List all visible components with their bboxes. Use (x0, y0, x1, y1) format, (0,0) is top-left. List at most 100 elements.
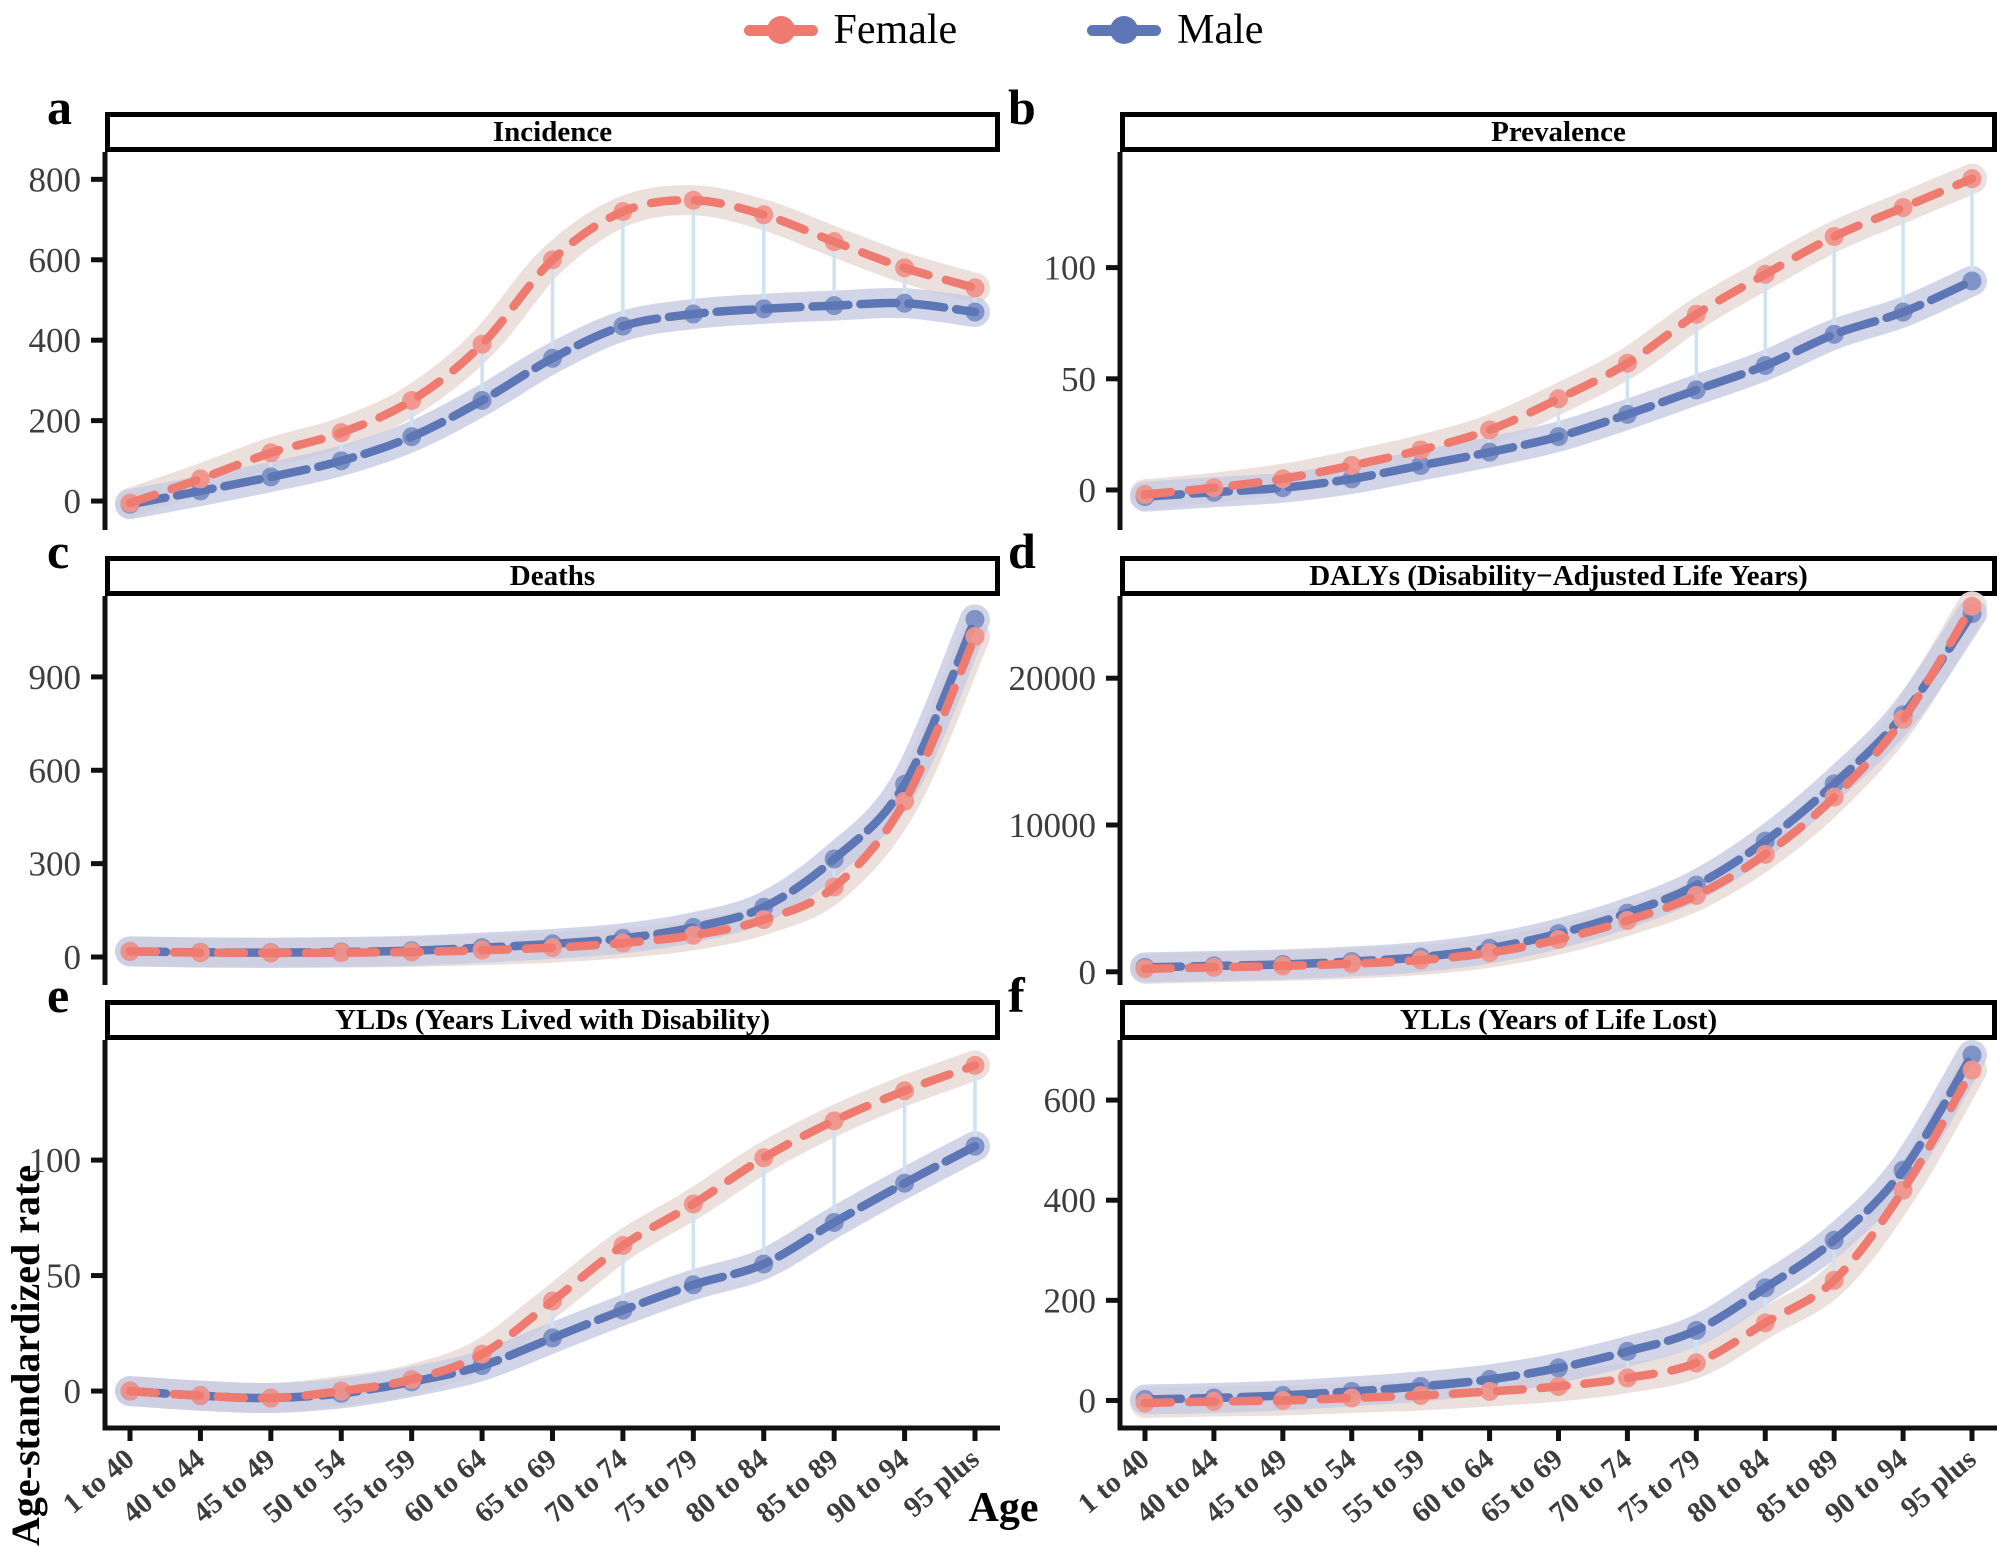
male-line-dot-icon (1087, 16, 1162, 44)
x-tick-mark (550, 1428, 555, 1441)
x-tick-mark (902, 1428, 908, 1441)
female-line-dot-icon (743, 16, 818, 44)
x-tick-mark (1556, 1428, 1561, 1441)
y-tick-label: 20000 (1009, 659, 1097, 698)
y-tick-label: 400 (29, 321, 82, 360)
y-tick-mark (91, 176, 105, 182)
panel-letter-c: c (47, 523, 70, 579)
male-line (125, 615, 980, 957)
x-tick-mark (620, 1428, 626, 1441)
y-axis-line (102, 596, 108, 985)
y-tick-mark (1106, 969, 1120, 975)
x-tick-mark (972, 1428, 978, 1441)
x-tick-mark (409, 1428, 415, 1441)
y-tick-mark (91, 767, 105, 773)
y-tick-label: 0 (64, 1372, 82, 1411)
y-tick-mark (91, 861, 105, 867)
y-tick-mark (91, 1273, 105, 1279)
data-point-female (331, 943, 351, 963)
female-line (125, 632, 980, 958)
panel-title-deaths: Deaths (105, 556, 1000, 596)
y-tick-mark (1106, 265, 1120, 271)
plot-dalys: 0 10000 20000 (1009, 591, 1987, 992)
y-tick-mark (1106, 1297, 1120, 1303)
data-point-female (683, 925, 703, 945)
x-tick-mark (268, 1428, 274, 1441)
y-tick-label: 10000 (1009, 806, 1097, 845)
y-tick-mark (91, 1388, 105, 1394)
x-tick-mark (1211, 1428, 1217, 1441)
y-tick-label: 100 (29, 1141, 82, 1180)
panel-prevalence: b Prevalence 0 50 100 (1002, 79, 1997, 530)
female-line (1140, 1065, 1977, 1408)
male-line (1140, 276, 1977, 501)
male-line (1140, 609, 1977, 972)
plot-incidence: 0 200 400 600 800 (29, 152, 990, 530)
legend-label-female: Female (833, 7, 958, 53)
x-tick-mark (338, 1428, 344, 1441)
data-point-female (1962, 1060, 1982, 1080)
chart-legend: Female Male (0, 6, 2007, 54)
male-line (125, 298, 980, 509)
y-tick-mark (91, 498, 105, 504)
y-tick-mark (1106, 376, 1120, 382)
y-tick-label: 0 (1079, 1381, 1097, 1420)
plot-deaths: 0 300 600 900 (29, 596, 990, 985)
panel-dalys: d DALYs (Disability−Adjusted Life Years)… (1002, 523, 1997, 992)
y-tick-label: 50 (46, 1257, 81, 1296)
female-line (125, 1061, 980, 1403)
x-tick-mark (1900, 1428, 1906, 1441)
panel-letter-b: b (1008, 79, 1036, 135)
data-point-female (965, 626, 985, 646)
panel-letter-e: e (47, 967, 70, 1023)
y-tick-mark (1106, 1197, 1120, 1203)
y-tick-label: 200 (29, 402, 82, 441)
x-tick-mark (197, 1428, 203, 1441)
y-tick-label: 600 (1044, 1081, 1097, 1120)
x-tick-mark (1762, 1428, 1768, 1441)
data-point-male (965, 609, 985, 629)
x-tick-mark (1831, 1428, 1837, 1441)
y-tick-label: 200 (1044, 1281, 1097, 1320)
panel-title-dalys: DALYs (Disability−Adjusted Life Years) (1120, 556, 1997, 596)
ribbon-male (1130, 598, 1987, 983)
ribbon-female (115, 621, 990, 968)
male-line (125, 1141, 980, 1403)
x-axis-title: Age (968, 1485, 1039, 1531)
y-tick-mark (1106, 822, 1120, 828)
panel-letter-a: a (47, 79, 72, 135)
legend-label-male: Male (1177, 7, 1264, 53)
data-point-female (1342, 1388, 1362, 1408)
plot-prevalence: 0 50 100 (1044, 152, 1987, 530)
female-line (1140, 174, 1977, 499)
y-tick-mark (91, 1157, 105, 1163)
data-point-female (1342, 954, 1362, 974)
y-tick-label: 300 (29, 845, 82, 884)
y-tick-mark (91, 337, 105, 343)
panel-letter-f: f (1008, 967, 1025, 1023)
y-tick-mark (1106, 675, 1120, 681)
y-tick-label: 0 (1079, 471, 1097, 510)
y-tick-mark (1106, 1397, 1120, 1403)
y-tick-label: 0 (1079, 953, 1097, 992)
x-tick-mark (479, 1428, 485, 1441)
panel-title-ylds: YLDs (Years Lived with Disability) (105, 1000, 1000, 1040)
x-tick-mark (761, 1428, 767, 1441)
x-tick-mark (1349, 1428, 1355, 1441)
ribbon-male (115, 604, 990, 968)
female-line (1140, 602, 1977, 974)
male-line (1140, 1050, 1977, 1404)
y-tick-mark (91, 674, 105, 680)
y-tick-mark (91, 954, 105, 960)
data-point-female (1480, 1381, 1500, 1401)
panel-title-prevalence: Prevalence (1120, 112, 1997, 152)
panel-letter-d: d (1008, 523, 1036, 579)
x-tick-mark (1418, 1428, 1424, 1441)
x-tick-mark (1969, 1428, 1975, 1441)
y-tick-mark (91, 257, 105, 263)
x-tick-mark (1693, 1428, 1699, 1441)
y-tick-label: 50 (1061, 360, 1096, 399)
